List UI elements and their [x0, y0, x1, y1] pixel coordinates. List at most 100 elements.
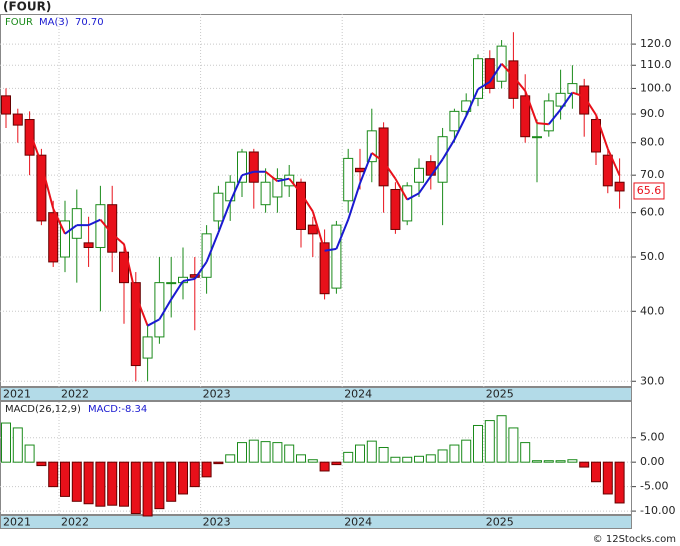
macd-bar	[107, 461, 118, 506]
macd-bar	[496, 415, 507, 463]
x-tick-label: 2022	[61, 516, 89, 529]
macd-bar	[1, 422, 11, 463]
ma-segment	[324, 247, 337, 252]
ma-segment	[488, 63, 503, 83]
ma-segment	[418, 175, 432, 194]
macd-bar	[12, 427, 23, 463]
footer: © 12Stocks.com	[593, 534, 676, 545]
candle-body	[555, 92, 566, 107]
x-tick-label: 2021	[3, 388, 31, 401]
ma-segment	[288, 178, 302, 194]
y-tick-label: 30.0	[640, 374, 665, 387]
candle-body	[60, 220, 70, 258]
candle-body	[225, 181, 236, 202]
candle-body	[473, 58, 483, 99]
macd-bar	[36, 461, 47, 467]
ma-segment	[548, 108, 562, 125]
candle-body	[366, 130, 377, 163]
macd-bar	[71, 461, 82, 502]
macd-bar	[319, 461, 330, 472]
macd-bar	[225, 454, 236, 463]
candle-body	[48, 212, 59, 263]
price-panel	[0, 14, 632, 387]
macd-bar	[343, 451, 354, 463]
ma-segment	[477, 81, 491, 91]
macd-bar	[579, 461, 590, 468]
y-tick-label: 120.0	[640, 37, 672, 50]
date-strip	[0, 515, 632, 529]
ma-segment	[429, 158, 444, 177]
ma-segment	[595, 114, 609, 150]
candle-body	[508, 60, 519, 99]
ma-segment	[335, 219, 350, 250]
macd-bar	[555, 460, 566, 463]
y-tick-label: 90.0	[640, 107, 665, 120]
macd-bar	[260, 441, 271, 463]
macd-bar	[331, 461, 342, 466]
macd-bar	[602, 461, 613, 495]
macd-bar	[508, 427, 519, 463]
candle-body	[272, 178, 283, 198]
ma-segment	[193, 261, 208, 280]
candle-body	[567, 83, 578, 94]
candle-body	[201, 233, 212, 278]
candle-body	[355, 167, 365, 173]
y-tick-label: 80.0	[640, 136, 665, 149]
candle-body	[12, 113, 23, 126]
last-price-box	[633, 182, 665, 200]
ma-segment	[394, 178, 409, 201]
candle-body	[284, 174, 295, 187]
macd-bar	[60, 461, 70, 497]
macd-panel	[0, 401, 632, 515]
legend-symbol: FOUR	[5, 17, 33, 28]
candle-body	[296, 181, 306, 230]
y-tick-label: -5.00	[640, 480, 668, 493]
candle-body	[248, 151, 259, 183]
x-tick-label: 2024	[344, 388, 372, 401]
candle-body	[142, 336, 153, 359]
macd-bar	[473, 424, 483, 463]
ma-segment	[512, 75, 526, 92]
macd-bar	[83, 461, 94, 505]
candle-body	[414, 167, 424, 183]
macd-bar	[95, 461, 106, 507]
macd-bar	[296, 454, 306, 463]
macd-bar	[178, 461, 188, 495]
y-tick-label: 100.0	[640, 81, 672, 94]
ma-segment	[347, 182, 361, 220]
candle-body	[602, 154, 613, 187]
candle-body	[166, 282, 177, 285]
macd-bar	[248, 439, 259, 463]
candle-body	[260, 181, 271, 206]
candle-body	[154, 282, 165, 338]
ma-segment	[88, 218, 101, 227]
y-tick-label: -10.00	[640, 504, 675, 517]
candle-body	[378, 127, 389, 187]
candle-body	[496, 45, 507, 82]
candle-body	[520, 95, 531, 138]
candle-body	[449, 110, 460, 132]
macd-bar	[284, 444, 295, 463]
last-price: 65.6	[637, 184, 662, 197]
macd-bar	[166, 461, 177, 502]
ma-segment	[134, 295, 149, 327]
ma-segment	[264, 170, 279, 182]
x-tick-label: 2025	[486, 388, 514, 401]
candle-body	[83, 242, 94, 248]
macd-bar	[189, 461, 200, 488]
ma-segment	[205, 232, 220, 263]
macd-bar	[591, 461, 601, 483]
macd-bar	[437, 449, 448, 463]
x-tick-label: 2023	[203, 516, 231, 529]
y-tick-label: 5.00	[640, 431, 665, 444]
macd-bar	[24, 444, 35, 463]
candle-body	[307, 224, 318, 235]
y-tick-label: 0.00	[640, 455, 665, 468]
ma-segment	[311, 211, 326, 252]
macd-bar	[543, 460, 554, 463]
ma-segment	[524, 90, 538, 124]
ma-segment	[300, 192, 314, 213]
ma-segment	[441, 139, 456, 160]
ma-segment	[40, 163, 55, 209]
